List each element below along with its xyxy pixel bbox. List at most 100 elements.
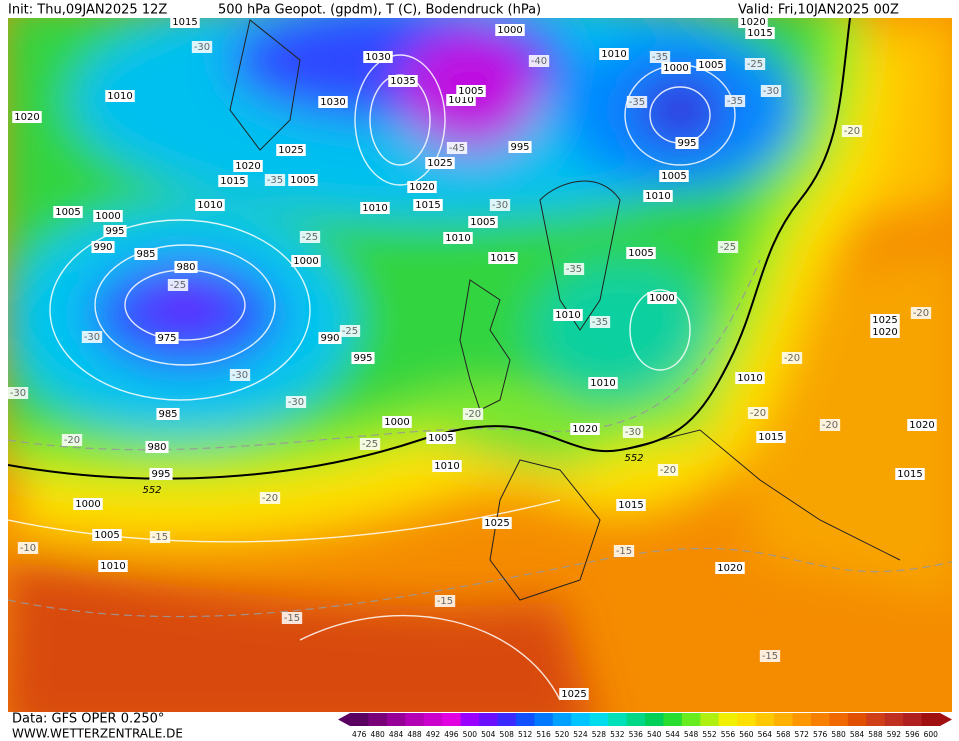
- colorbar-cell: [903, 713, 923, 726]
- isobar-label-box: [288, 174, 318, 186]
- isobar-label-box: [145, 441, 169, 453]
- colorbar-label: 504: [481, 730, 496, 739]
- colorbar-label: 508: [500, 730, 515, 739]
- colorbar-cell: [755, 713, 775, 726]
- isobar-label: 1010: [107, 91, 132, 102]
- temperature-label: -25: [362, 439, 378, 450]
- colorbar-cell: [608, 713, 628, 726]
- isobar-label-box: [12, 111, 42, 123]
- colorbar-cell: [700, 713, 720, 726]
- colorbar-cell: [774, 713, 793, 726]
- website: WWW.WETTERZENTRALE.DE: [12, 727, 183, 741]
- colorbar-cell: [737, 713, 757, 726]
- isobar-label: 1010: [555, 310, 580, 321]
- isobar-label: 1015: [897, 469, 922, 480]
- colorbar-label: 496: [444, 730, 459, 739]
- isobar-label: 1000: [384, 417, 409, 428]
- temperature-label-box: [910, 307, 932, 319]
- temperature-label-box: [281, 612, 303, 624]
- isobar-label: 1000: [75, 499, 100, 510]
- isobar-label: 1005: [628, 248, 653, 259]
- isobar-label-box: [616, 499, 646, 511]
- isobar-label: 985: [136, 249, 155, 260]
- temperature-label-box: [434, 595, 456, 607]
- isobar-label: 1015: [618, 500, 643, 511]
- isobar-label: 1000: [649, 293, 674, 304]
- temperature-label-box: [191, 41, 213, 53]
- isobar-label-box: [643, 190, 673, 202]
- isobar-label: 980: [147, 442, 166, 453]
- colorbar-cell: [479, 713, 498, 726]
- colorbar-cell: [534, 713, 554, 726]
- isobar-label: 975: [157, 333, 176, 344]
- temperature-label-box: [781, 352, 803, 364]
- colorbar-cell: [810, 713, 830, 726]
- isobar-label: 995: [677, 138, 696, 149]
- colorbar-label: 552: [702, 730, 717, 739]
- colorbar-label: 536: [629, 730, 644, 739]
- isobar-label-box: [599, 48, 629, 60]
- temperature-label: -30: [288, 397, 304, 408]
- temperature-label-box: [717, 241, 739, 253]
- temperature-label: -20: [844, 126, 860, 137]
- colorbar-cell: [681, 713, 701, 726]
- colorbar-label: 560: [739, 730, 754, 739]
- colorbar-cell: [626, 713, 646, 726]
- temperature-label-box: [760, 85, 782, 97]
- temperature-label: -20: [750, 408, 766, 419]
- temperature-label-box: [446, 142, 468, 154]
- temperature-label: -15: [616, 546, 632, 557]
- temperature-label: -30: [194, 42, 210, 53]
- temperature-label-box: [61, 434, 83, 446]
- isobar-label-box: [407, 181, 437, 193]
- isobar-label: 1035: [390, 76, 415, 87]
- colorbar-label: 592: [887, 730, 902, 739]
- colorbar-label: 516: [536, 730, 551, 739]
- isobar-label-box: [318, 332, 342, 344]
- isobar-label: 1010: [645, 191, 670, 202]
- isobar-label: 1010: [590, 378, 615, 389]
- isobar-label-box: [456, 85, 486, 97]
- data-source: Data: GFS OPER 0.250°: [12, 712, 164, 727]
- isobar-label-box: [276, 144, 306, 156]
- isobar-label: 1020: [909, 420, 934, 431]
- isobar-label-box: [735, 372, 765, 384]
- isobar-label-box: [103, 225, 127, 237]
- colorbar-cell: [515, 713, 535, 726]
- isobar-label-box: [382, 416, 412, 428]
- temperature-label-box: [339, 325, 361, 337]
- isobar-label: 1020: [872, 327, 897, 338]
- temperature-label-box: [17, 542, 39, 554]
- isobar-label: 995: [151, 469, 170, 480]
- isobar-label-box: [559, 688, 589, 700]
- isobar-label: 1015: [220, 176, 245, 187]
- isobar-label: 1005: [661, 171, 686, 182]
- isobar-label: 1030: [320, 97, 345, 108]
- contour-552: [8, 18, 851, 480]
- contour-label: 552: [624, 453, 643, 464]
- temperature-label: -15: [152, 532, 168, 543]
- colorbar-label: 576: [813, 730, 828, 739]
- colorbar-cell: [386, 713, 406, 726]
- temperature-label: -20: [822, 420, 838, 431]
- isobar-label: 1025: [561, 689, 586, 700]
- isobar-label: 1015: [758, 432, 783, 443]
- temperature-label: -20: [913, 308, 929, 319]
- temperature-label: -30: [492, 200, 508, 211]
- colorbar-label: 540: [647, 730, 662, 739]
- isobar-label-box: [53, 206, 83, 218]
- temperature-label: -25: [342, 326, 358, 337]
- colorbar-label: 544: [665, 730, 680, 739]
- temperature-label-box: [489, 199, 511, 211]
- temperature-label-box: [285, 396, 307, 408]
- temperature-label: -25: [170, 280, 186, 291]
- isobar-label-box: [553, 309, 583, 321]
- isobar-label: 1020: [740, 17, 765, 28]
- isobar-label: 1015: [747, 28, 772, 39]
- isobar-label-box: [715, 562, 745, 574]
- isobar-label: 1020: [717, 563, 742, 574]
- isobar-label-box: [425, 157, 455, 169]
- temperature-label: -20: [660, 465, 676, 476]
